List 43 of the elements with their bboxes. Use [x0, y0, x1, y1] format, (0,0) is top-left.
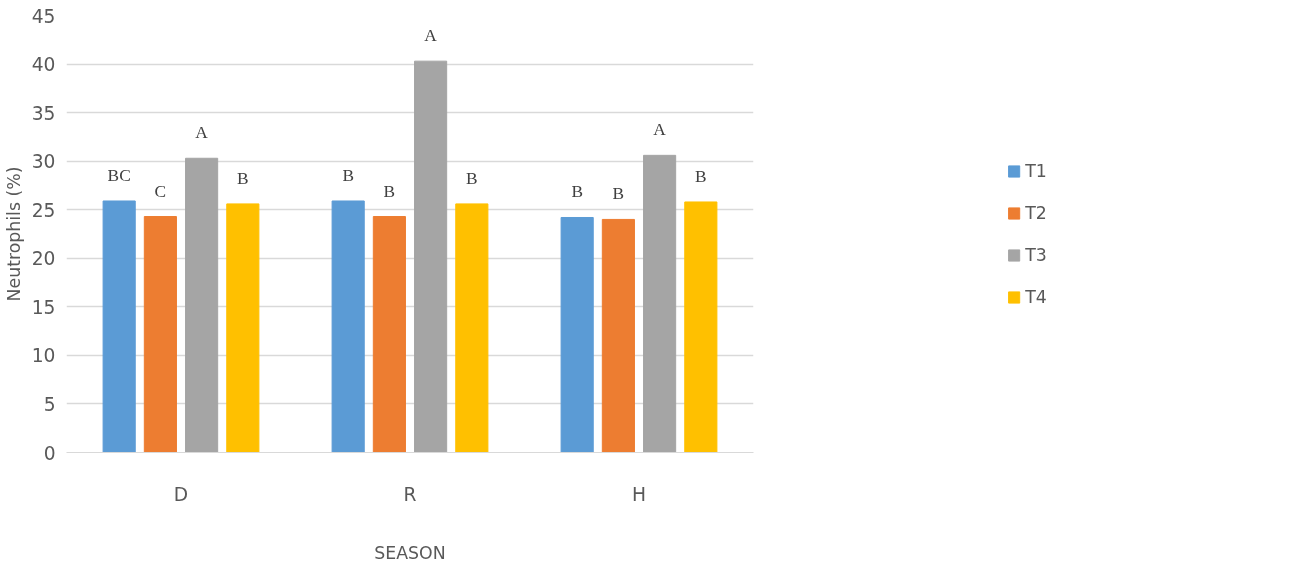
y-tick-label: 20	[31, 248, 56, 270]
x-tick-label: H	[631, 483, 647, 505]
bar	[185, 157, 219, 453]
y-tick-label: 35	[31, 102, 56, 124]
data-label: B	[695, 166, 707, 186]
x-tick-label: D	[173, 483, 189, 505]
y-axis-title: Neutrophils (%)	[3, 166, 24, 302]
bar	[455, 203, 489, 453]
bar	[372, 216, 406, 453]
data-label: A	[653, 120, 667, 140]
y-tick-label: 5	[43, 393, 56, 415]
data-label: B	[612, 184, 625, 204]
y-tick-label: 40	[31, 54, 56, 76]
x-axis-title: SEASON	[374, 542, 446, 563]
bar	[414, 60, 448, 453]
data-label: A	[424, 26, 438, 46]
y-tick-label: 25	[31, 199, 56, 221]
bar	[684, 201, 718, 453]
y-tick-label: 45	[31, 5, 56, 27]
bar	[143, 216, 177, 453]
y-tick-label: 30	[31, 151, 56, 173]
data-label: B	[466, 168, 478, 188]
bar	[560, 216, 594, 453]
legend-label: T3	[1025, 244, 1047, 265]
bar	[102, 200, 136, 453]
legend-label: T4	[1025, 286, 1047, 307]
y-tick-label: 0	[43, 442, 56, 464]
data-label: B	[342, 165, 354, 185]
data-label: B	[237, 168, 249, 188]
data-label: B	[571, 182, 583, 202]
y-tick-label: 10	[31, 345, 56, 367]
bar	[226, 203, 260, 453]
y-tick-label: 15	[31, 296, 56, 318]
bar	[601, 218, 635, 453]
data-label: C	[154, 181, 167, 201]
data-label: BC	[107, 165, 131, 185]
legend-label: T1	[1025, 160, 1047, 181]
legend-label: T2	[1025, 202, 1047, 223]
bar	[643, 154, 677, 453]
data-label: B	[383, 181, 396, 201]
x-tick-label: R	[403, 483, 417, 505]
bar	[331, 200, 365, 453]
data-label: A	[195, 123, 209, 143]
